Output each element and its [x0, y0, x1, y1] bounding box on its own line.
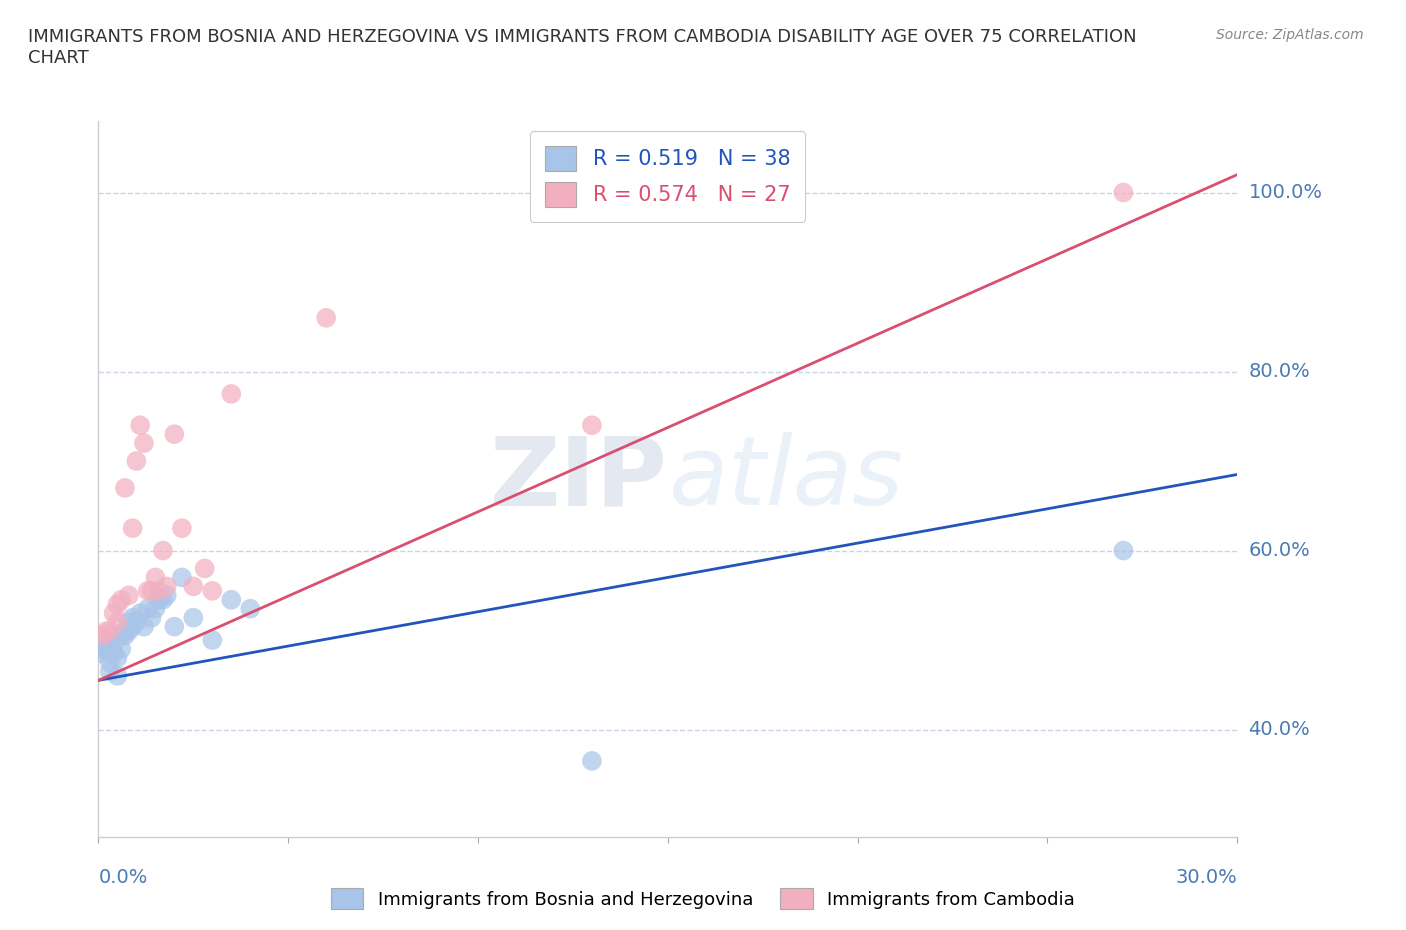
Text: 80.0%: 80.0% — [1249, 362, 1310, 381]
Point — [136, 583, 159, 598]
Point — [315, 311, 337, 325]
Point — [581, 753, 603, 768]
Text: ZIP: ZIP — [489, 432, 668, 525]
Point — [581, 418, 603, 432]
Point — [132, 619, 155, 634]
Point — [98, 655, 121, 670]
Point — [118, 588, 141, 603]
Text: 60.0%: 60.0% — [1249, 541, 1310, 560]
Point — [156, 588, 179, 603]
Point — [94, 624, 117, 639]
Point — [103, 646, 125, 661]
Point — [125, 454, 148, 469]
Point — [1112, 543, 1135, 558]
Point — [221, 387, 243, 402]
Point — [118, 624, 141, 639]
Point — [121, 619, 143, 634]
Point — [156, 578, 179, 594]
Point — [163, 619, 186, 634]
Point — [170, 570, 193, 585]
Point — [170, 521, 193, 536]
Point — [129, 418, 152, 432]
Point — [98, 664, 121, 679]
Text: 40.0%: 40.0% — [1249, 720, 1310, 739]
Point — [107, 615, 129, 630]
Point — [107, 651, 129, 666]
Point — [152, 592, 174, 607]
Point — [145, 602, 167, 617]
Point — [103, 605, 125, 620]
Point — [141, 610, 163, 625]
Point — [110, 628, 132, 643]
Legend: Immigrants from Bosnia and Herzegovina, Immigrants from Cambodia: Immigrants from Bosnia and Herzegovina, … — [323, 881, 1083, 916]
Point — [110, 592, 132, 607]
Point — [91, 628, 114, 643]
Point — [183, 578, 205, 594]
Point — [1112, 185, 1135, 200]
Point — [94, 642, 117, 657]
Point — [114, 624, 136, 639]
Point — [148, 592, 170, 607]
Point — [129, 605, 152, 620]
Text: 0.0%: 0.0% — [98, 868, 148, 886]
Point — [98, 642, 121, 657]
Point — [239, 602, 262, 617]
Point — [201, 632, 224, 647]
Text: Source: ZipAtlas.com: Source: ZipAtlas.com — [1216, 28, 1364, 42]
Point — [121, 521, 143, 536]
Point — [107, 597, 129, 612]
Point — [118, 615, 141, 630]
Point — [91, 642, 114, 657]
Point — [148, 583, 170, 598]
Point — [136, 602, 159, 617]
Point — [125, 615, 148, 630]
Legend: R = 0.519   N = 38, R = 0.574   N = 27: R = 0.519 N = 38, R = 0.574 N = 27 — [530, 131, 804, 221]
Point — [110, 642, 132, 657]
Text: 30.0%: 30.0% — [1175, 868, 1237, 886]
Point — [114, 481, 136, 496]
Point — [114, 628, 136, 643]
Point — [145, 570, 167, 585]
Point — [94, 632, 117, 647]
Text: IMMIGRANTS FROM BOSNIA AND HERZEGOVINA VS IMMIGRANTS FROM CAMBODIA DISABILITY AG: IMMIGRANTS FROM BOSNIA AND HERZEGOVINA V… — [28, 28, 1136, 67]
Point — [121, 610, 143, 625]
Point — [132, 435, 155, 451]
Point — [152, 543, 174, 558]
Point — [183, 610, 205, 625]
Point — [91, 646, 114, 661]
Point — [163, 427, 186, 442]
Text: 100.0%: 100.0% — [1249, 183, 1323, 202]
Point — [194, 561, 217, 576]
Point — [107, 669, 129, 684]
Point — [103, 637, 125, 652]
Point — [98, 624, 121, 639]
Text: atlas: atlas — [668, 432, 903, 525]
Point — [201, 583, 224, 598]
Point — [141, 583, 163, 598]
Point — [221, 592, 243, 607]
